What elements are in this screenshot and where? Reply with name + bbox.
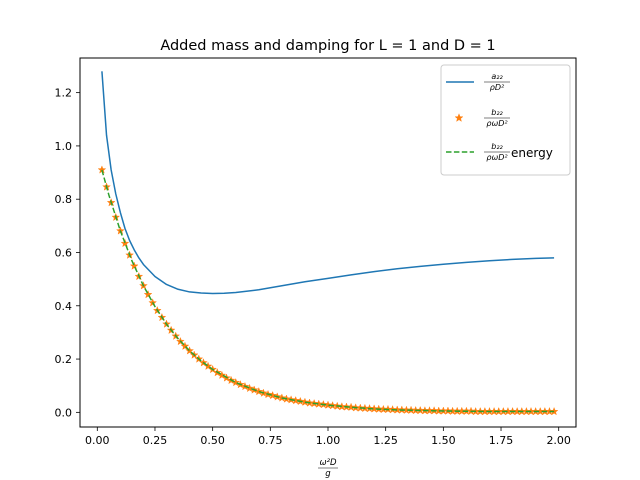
series-1-point bbox=[217, 370, 227, 380]
legend-entry-0: a₂₂ ρD² bbox=[446, 72, 510, 92]
series-1-point bbox=[180, 341, 190, 350]
x-tick-label: 2.00 bbox=[546, 434, 571, 447]
x-tick-label: 0.00 bbox=[85, 434, 110, 447]
x-tick-label: 1.00 bbox=[316, 434, 341, 447]
x-tick-label: 0.75 bbox=[258, 434, 283, 447]
y-tick-label: 0.2 bbox=[55, 353, 73, 366]
chart-title: Added mass and damping for L = 1 and D =… bbox=[160, 38, 495, 54]
y-tick-label: 1.0 bbox=[55, 140, 73, 153]
legend-label-suffix: energy bbox=[511, 146, 553, 160]
y-tick-label: 0.8 bbox=[55, 193, 73, 206]
legend-entry-2: b₂₂ ρωD² energy bbox=[446, 142, 553, 162]
series-1-point bbox=[129, 261, 139, 270]
series-1-point bbox=[203, 361, 213, 370]
legend-label-numerator: b₂₂ bbox=[491, 142, 503, 151]
series-1-point bbox=[323, 400, 333, 409]
series-0 bbox=[101, 71, 555, 295]
x-tick-label: 1.50 bbox=[431, 434, 456, 447]
series-1-point bbox=[369, 404, 379, 413]
x-tick-label: 1.75 bbox=[489, 434, 514, 447]
series-1-point bbox=[314, 399, 324, 408]
legend-label-numerator: b₂₂ bbox=[491, 108, 503, 117]
series-2-line bbox=[101, 169, 555, 413]
series-1-point bbox=[185, 346, 194, 355]
series-1-point bbox=[549, 406, 559, 416]
x-tick-label: 0.50 bbox=[200, 434, 225, 447]
legend-box bbox=[440, 64, 571, 176]
legend-label-denominator: ρD² bbox=[490, 83, 505, 92]
series-1-point bbox=[346, 402, 356, 411]
y-axis: 0.0 0.2 0.4 0.6 0.8 1.0 1.2 bbox=[55, 87, 80, 419]
legend-label-numerator: a₂₂ bbox=[491, 72, 503, 81]
legend-label-denominator: ρωD² bbox=[486, 153, 508, 162]
y-tick-label: 0.4 bbox=[55, 300, 73, 313]
legend-marker bbox=[454, 113, 464, 122]
series-layer bbox=[97, 71, 559, 416]
x-axis-label-numerator: ω²D bbox=[319, 458, 337, 468]
y-tick-label: 0.6 bbox=[55, 246, 73, 259]
legend-entry-1: b₂₂ ρωD² bbox=[454, 108, 510, 128]
series-1-point bbox=[120, 238, 130, 248]
y-tick-label: 0.0 bbox=[55, 406, 73, 419]
y-tick-label: 1.2 bbox=[55, 87, 73, 100]
x-axis-label-denominator: g bbox=[325, 469, 331, 479]
series-1-point bbox=[143, 290, 153, 299]
x-tick-label: 0.25 bbox=[143, 434, 168, 447]
x-tick-label: 1.25 bbox=[373, 434, 398, 447]
x-axis-label: ω²D g bbox=[318, 458, 338, 479]
x-axis: 0.00 0.25 0.50 0.75 1.00 1.25 1.50 1.75 2.00 bbox=[85, 427, 571, 447]
series-0-line bbox=[101, 71, 555, 295]
legend-label-denominator: ρωD² bbox=[486, 119, 508, 128]
series-2 bbox=[101, 169, 555, 413]
